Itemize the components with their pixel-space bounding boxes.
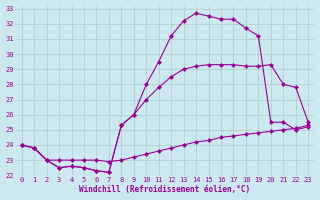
X-axis label: Windchill (Refroidissement éolien,°C): Windchill (Refroidissement éolien,°C) — [79, 185, 251, 194]
